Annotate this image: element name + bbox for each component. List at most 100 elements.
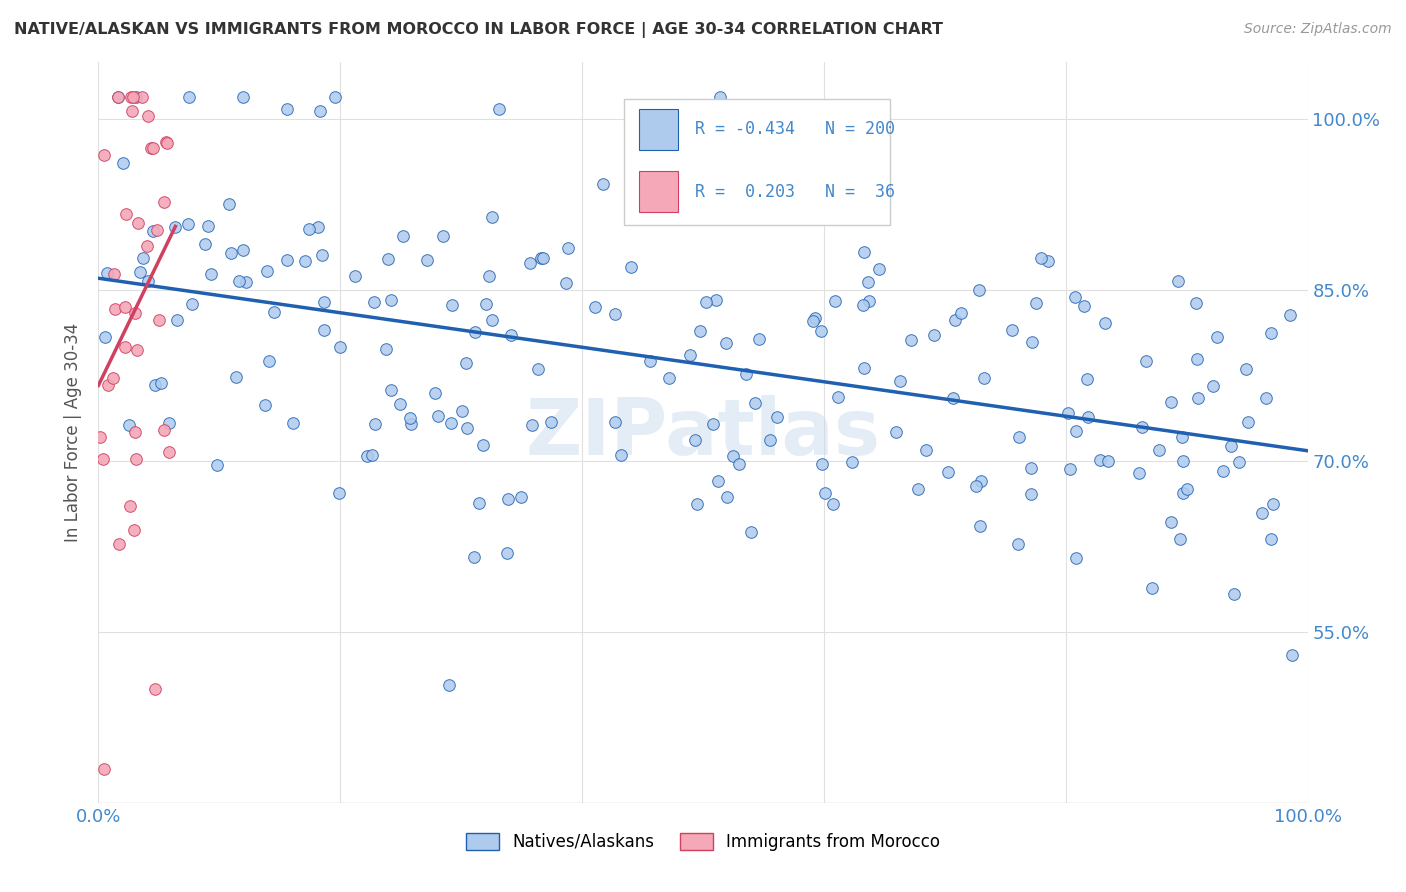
- Point: [89, 429, 111, 443]
- Point: [868, 262, 890, 277]
- Point: [380, 293, 402, 307]
- Point: [1175, 483, 1198, 497]
- Point: [714, 335, 737, 350]
- Point: [232, 89, 254, 103]
- Point: [97, 378, 120, 392]
- Point: [938, 465, 960, 479]
- Point: [464, 325, 486, 339]
- Point: [499, 327, 522, 342]
- Point: [427, 409, 450, 424]
- Point: [200, 267, 222, 281]
- Point: [853, 209, 876, 223]
- Point: [118, 418, 141, 433]
- Point: [107, 89, 129, 103]
- Point: [1185, 295, 1208, 310]
- Point: [1237, 415, 1260, 429]
- Point: [257, 354, 280, 368]
- Point: [827, 391, 849, 405]
- Point: [127, 216, 149, 230]
- Point: [555, 276, 578, 290]
- Point: [463, 549, 485, 564]
- Point: [456, 356, 478, 370]
- Point: [136, 109, 159, 123]
- Point: [519, 256, 541, 270]
- Point: [377, 252, 399, 267]
- Point: [1019, 460, 1042, 475]
- Point: [298, 221, 321, 235]
- Point: [557, 241, 579, 255]
- Point: [803, 311, 825, 326]
- Point: [432, 228, 454, 243]
- Point: [1063, 290, 1085, 304]
- Point: [758, 434, 780, 448]
- Point: [374, 342, 396, 356]
- Point: [475, 297, 498, 311]
- Point: [1160, 515, 1182, 529]
- Point: [1254, 392, 1277, 406]
- Point: [841, 454, 863, 468]
- Point: [969, 474, 991, 488]
- Point: [620, 260, 643, 274]
- Text: R =  0.203   N =  36: R = 0.203 N = 36: [695, 183, 894, 201]
- Point: [380, 383, 402, 397]
- Point: [439, 416, 461, 430]
- Point: [852, 360, 875, 375]
- Point: [127, 343, 149, 357]
- Point: [388, 397, 411, 411]
- Point: [853, 244, 876, 259]
- Legend: Natives/Alaskans, Immigrants from Morocco: Natives/Alaskans, Immigrants from Morocc…: [460, 826, 946, 857]
- Point: [766, 409, 789, 424]
- Point: [253, 398, 276, 412]
- Point: [1171, 429, 1194, 443]
- Point: [148, 313, 170, 327]
- Point: [889, 374, 911, 388]
- Point: [149, 376, 172, 390]
- Point: [136, 274, 159, 288]
- Point: [235, 275, 257, 289]
- Point: [1212, 464, 1234, 478]
- Point: [1064, 424, 1087, 438]
- Point: [157, 444, 180, 458]
- Point: [1059, 462, 1081, 476]
- Point: [1090, 453, 1112, 467]
- Point: [1202, 379, 1225, 393]
- Point: [689, 324, 711, 338]
- Point: [706, 474, 728, 488]
- Point: [294, 254, 316, 268]
- Point: [721, 449, 744, 463]
- Point: [1135, 354, 1157, 368]
- Point: [363, 295, 385, 310]
- Point: [1031, 251, 1053, 265]
- Point: [1170, 532, 1192, 546]
- Point: [1001, 323, 1024, 337]
- Point: [858, 294, 880, 309]
- Point: [125, 89, 148, 103]
- Point: [153, 423, 176, 437]
- Point: [256, 264, 278, 278]
- Point: [225, 370, 247, 384]
- Point: [93, 762, 115, 776]
- Point: [704, 293, 727, 308]
- Point: [143, 378, 166, 392]
- Point: [124, 305, 146, 319]
- Point: [194, 236, 217, 251]
- Point: [218, 196, 240, 211]
- Point: [1140, 581, 1163, 595]
- Point: [263, 304, 285, 318]
- Point: [1064, 550, 1087, 565]
- Point: [1076, 409, 1098, 424]
- Point: [1185, 351, 1208, 366]
- Point: [307, 219, 329, 234]
- Point: [103, 267, 125, 281]
- Point: [115, 207, 138, 221]
- Point: [142, 223, 165, 237]
- Point: [1130, 420, 1153, 434]
- Point: [205, 458, 228, 472]
- Point: [108, 537, 131, 551]
- Point: [740, 524, 762, 539]
- Point: [1260, 326, 1282, 340]
- Point: [907, 482, 929, 496]
- Point: [132, 251, 155, 265]
- Point: [121, 103, 143, 118]
- Point: [103, 371, 125, 385]
